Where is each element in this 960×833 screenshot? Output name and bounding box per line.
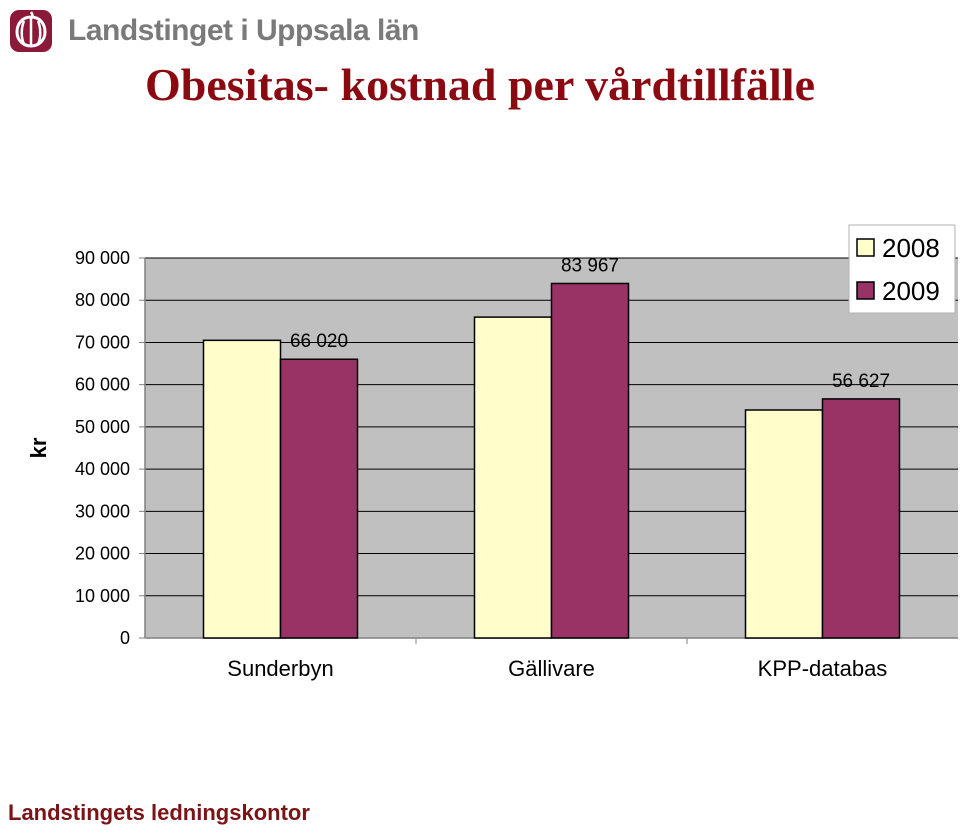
bar-chart: 0 10 000 20 000 30 000 40 000 50 000 60 000 70 … xyxy=(26,224,958,681)
y-tick-label: 70 000 xyxy=(75,332,130,352)
y-axis-label: kr xyxy=(26,437,51,458)
bar xyxy=(279,358,359,639)
legend-swatch xyxy=(856,281,875,300)
x-tick-label: Gällivare xyxy=(508,656,595,681)
y-tick-label: 50 000 xyxy=(75,417,130,437)
y-tick-label: 30 000 xyxy=(75,501,130,521)
legend-label: 2008 xyxy=(882,233,940,263)
legend-label: 2009 xyxy=(882,276,940,306)
footer-text: Landstingets ledningskontor xyxy=(8,800,310,825)
data-label: 66 020 xyxy=(290,331,348,352)
bar xyxy=(744,409,824,639)
y-tick-label: 20 000 xyxy=(75,544,130,564)
y-tick-label: 10 000 xyxy=(75,586,130,606)
bar xyxy=(473,316,553,639)
data-label: 56 627 xyxy=(832,371,890,392)
y-tick-label: 0 xyxy=(120,628,130,648)
data-label: 83 967 xyxy=(561,255,619,276)
chart-title: Obesitas- kostnad per vårdtillfälle xyxy=(144,59,815,110)
logo-text: Landstinget i Uppsala län xyxy=(68,14,419,47)
bar xyxy=(202,339,282,639)
bar xyxy=(550,282,630,639)
x-tick-label: KPP-databas xyxy=(758,656,888,681)
y-tick-label: 80 000 xyxy=(75,290,130,310)
x-tick-label: Sunderbyn xyxy=(227,656,333,681)
logo: Landstinget i Uppsala län xyxy=(8,8,419,54)
bar xyxy=(821,398,901,639)
legend-swatch xyxy=(856,238,875,257)
landsting-logo-icon xyxy=(10,10,52,52)
y-tick-label: 90 000 xyxy=(75,248,130,268)
y-tick-label: 40 000 xyxy=(75,459,130,479)
y-tick-label: 60 000 xyxy=(75,375,130,395)
